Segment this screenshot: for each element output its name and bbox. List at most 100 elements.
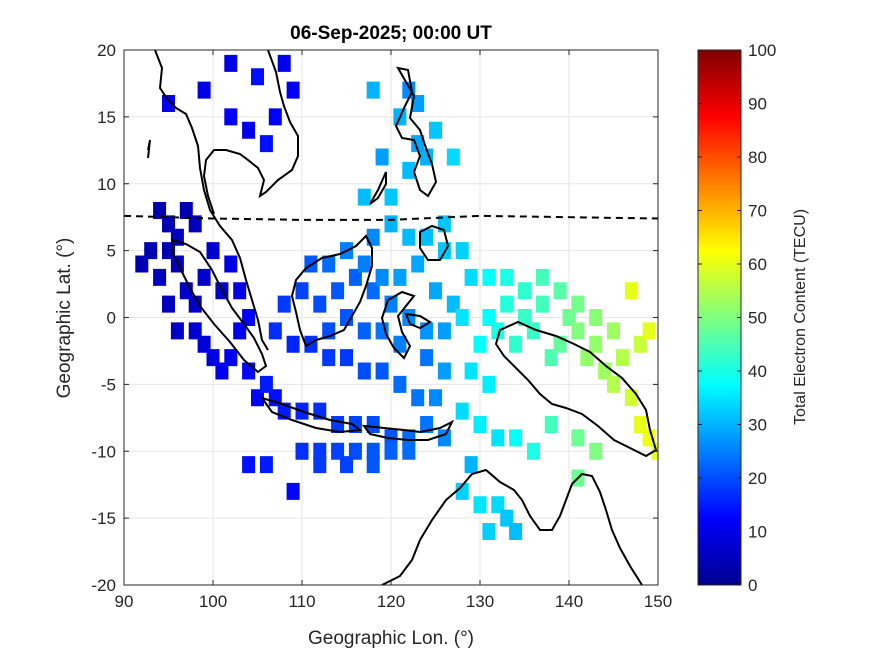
y-axis-ticks: -20 -15 -10 -5 0 5 10 15 20 bbox=[91, 41, 658, 595]
x-tick-label: 110 bbox=[288, 592, 315, 611]
y-tick-label: 5 bbox=[107, 242, 116, 261]
tec-cell bbox=[135, 255, 149, 273]
tec-cell bbox=[411, 255, 425, 273]
coastline-mainland-sea bbox=[154, 50, 269, 351]
tec-cell bbox=[642, 322, 656, 340]
y-tick-label: -5 bbox=[101, 375, 116, 394]
tec-cell bbox=[562, 309, 576, 326]
tec-cell bbox=[242, 456, 256, 474]
tec-cell bbox=[473, 416, 487, 433]
tec-cell bbox=[624, 389, 638, 407]
x-tick-label: 140 bbox=[555, 592, 583, 611]
colorbar-tick-label: 20 bbox=[748, 469, 767, 488]
tec-cell bbox=[420, 228, 434, 246]
colorbar-tick-label: 70 bbox=[748, 202, 767, 221]
tec-cell bbox=[482, 375, 496, 393]
tec-cell bbox=[571, 322, 585, 340]
tec-cell bbox=[553, 282, 567, 300]
tec-cell bbox=[251, 389, 264, 407]
tec-cell bbox=[348, 442, 362, 460]
tec-cell bbox=[393, 268, 407, 286]
tec-cell bbox=[313, 442, 327, 460]
tec-cell bbox=[375, 322, 389, 340]
tec-cell bbox=[420, 349, 434, 367]
magnetic-equator-line bbox=[124, 214, 658, 221]
tec-cell bbox=[366, 228, 380, 246]
tec-cell bbox=[482, 309, 496, 326]
tec-cell bbox=[500, 509, 514, 527]
tec-cell bbox=[224, 54, 238, 72]
tec-cell bbox=[491, 322, 505, 340]
tec-cell bbox=[420, 148, 434, 166]
tec-cell bbox=[277, 295, 291, 313]
tec-cell bbox=[437, 322, 451, 340]
tec-cell bbox=[286, 335, 300, 353]
tec-cell bbox=[179, 202, 193, 219]
tec-cell bbox=[384, 188, 398, 206]
tec-cell bbox=[366, 81, 380, 99]
y-tick-label: -10 bbox=[91, 442, 116, 461]
tec-cell bbox=[224, 108, 238, 126]
colorbar-tick-label: 80 bbox=[748, 148, 767, 167]
coastline-mindanao bbox=[419, 224, 450, 261]
tec-cell bbox=[233, 322, 247, 340]
tec-cell bbox=[518, 282, 531, 300]
tec-cell bbox=[259, 456, 273, 474]
coastline-sumatra bbox=[171, 238, 268, 374]
tec-cell bbox=[224, 349, 238, 367]
tec-cell bbox=[491, 429, 505, 447]
tec-cell bbox=[153, 202, 167, 219]
tec-cell bbox=[340, 349, 353, 367]
tec-cell bbox=[464, 268, 478, 286]
tec-cell bbox=[615, 349, 629, 367]
x-tick-label: 100 bbox=[199, 592, 227, 611]
tec-cell bbox=[411, 389, 425, 407]
tec-cell bbox=[500, 268, 514, 286]
tec-cell bbox=[206, 242, 220, 260]
tec-cell bbox=[295, 282, 309, 300]
coastline-islet-west bbox=[147, 139, 151, 159]
tec-cell bbox=[286, 81, 300, 99]
tec-cell bbox=[429, 389, 442, 407]
tec-cell bbox=[322, 349, 336, 367]
tec-cell bbox=[509, 429, 523, 447]
tec-cell bbox=[455, 402, 469, 420]
tec-cell bbox=[242, 121, 256, 139]
x-tick-label: 150 bbox=[644, 592, 672, 611]
y-tick-label: 15 bbox=[97, 108, 116, 127]
tec-cell bbox=[170, 322, 184, 340]
tec-cell bbox=[464, 362, 478, 380]
tec-cell bbox=[366, 456, 380, 474]
tec-cell bbox=[455, 482, 469, 500]
colorbar-tick-label: 100 bbox=[748, 41, 776, 60]
tec-cell bbox=[607, 375, 620, 393]
tec-cell bbox=[491, 496, 505, 514]
y-tick-label: 10 bbox=[97, 175, 116, 194]
tec-cell bbox=[607, 322, 620, 340]
tec-cell bbox=[429, 282, 442, 300]
tec-cell bbox=[589, 442, 603, 460]
tec-cell bbox=[535, 295, 549, 313]
tec-cell bbox=[402, 442, 416, 460]
tec-cell bbox=[455, 242, 469, 260]
tec-cell bbox=[162, 215, 175, 233]
tec-cell bbox=[589, 335, 603, 353]
tec-cell bbox=[571, 295, 585, 313]
tec-cell bbox=[571, 429, 585, 447]
tec-cell bbox=[224, 255, 238, 273]
tec-cell bbox=[162, 295, 175, 313]
tec-cell bbox=[544, 349, 558, 367]
tec-cell bbox=[277, 54, 291, 72]
tec-cell bbox=[331, 442, 345, 460]
tec-cell bbox=[375, 148, 389, 166]
coastline-sulawesi bbox=[380, 290, 432, 360]
tec-cell bbox=[589, 309, 603, 326]
colorbar-tick-label: 60 bbox=[748, 255, 767, 274]
tec-cell bbox=[357, 188, 371, 206]
tec-cell bbox=[526, 442, 540, 460]
colorbar-tick-label: 10 bbox=[748, 523, 767, 542]
tec-cell bbox=[384, 215, 398, 233]
tec-cell bbox=[473, 335, 487, 353]
tec-cell bbox=[188, 215, 202, 233]
